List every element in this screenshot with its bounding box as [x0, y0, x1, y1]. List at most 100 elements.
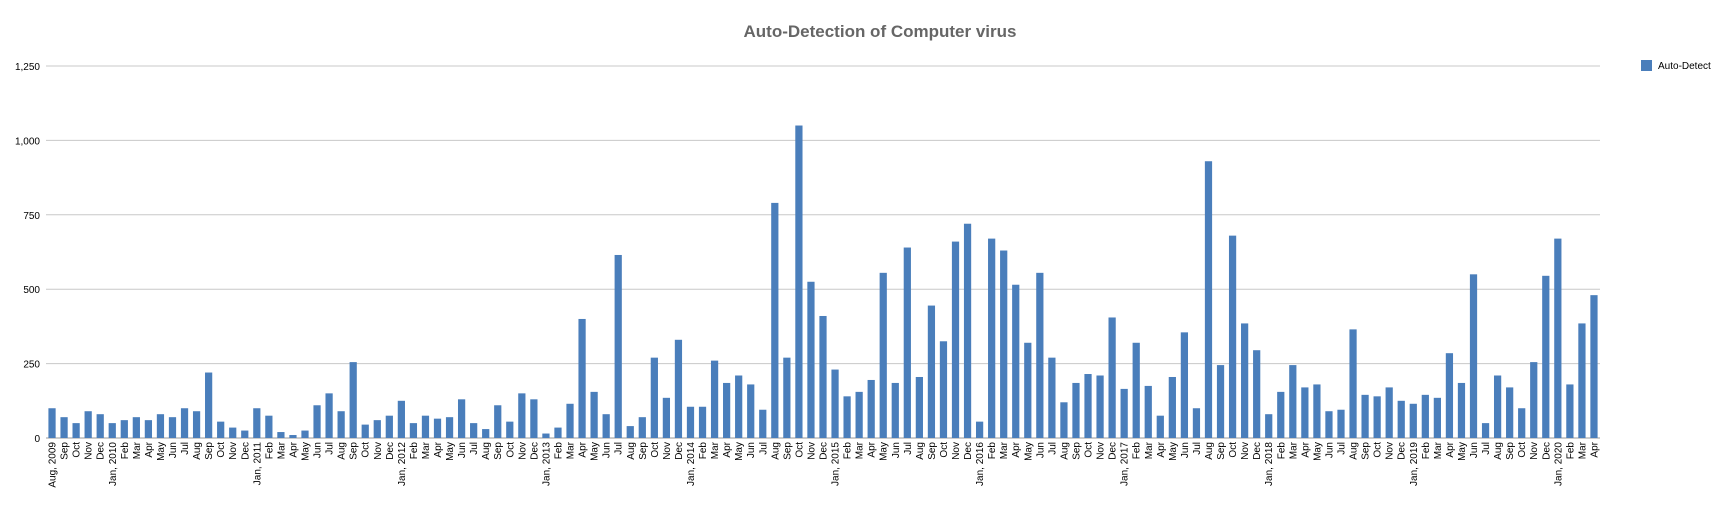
bar — [1578, 323, 1586, 438]
bar — [96, 414, 104, 438]
x-tick-label: Jul — [325, 442, 336, 455]
bar — [168, 417, 177, 438]
bar — [385, 415, 393, 438]
bar — [1566, 384, 1574, 438]
x-tick-label: Sep — [1505, 442, 1516, 460]
x-tick-label: Jan, 2010 — [108, 442, 119, 486]
bar — [120, 420, 128, 438]
bar — [723, 382, 731, 438]
x-tick-label: Jul — [469, 442, 480, 455]
bar — [494, 405, 502, 438]
x-tick-label: Aug — [1493, 442, 1504, 460]
x-tick-label: Sep — [782, 442, 793, 460]
x-tick-label: Mar — [1144, 441, 1155, 459]
x-tick-label: Jan, 2018 — [1264, 442, 1275, 486]
x-tick-label: Dec — [96, 442, 107, 460]
bar — [229, 427, 237, 438]
x-tick-label: May — [1312, 442, 1323, 461]
bar — [241, 430, 249, 438]
x-tick-label: Nov — [517, 442, 528, 460]
x-tick-label: Sep — [1361, 442, 1372, 460]
bar — [1048, 357, 1056, 438]
x-tick-label: Jan, 2014 — [686, 442, 697, 486]
bar — [542, 433, 550, 438]
bar — [1096, 375, 1104, 438]
bar — [1265, 414, 1273, 438]
bar — [1590, 295, 1598, 438]
bar — [482, 429, 490, 438]
x-tick-label: Jun — [1035, 442, 1046, 458]
bar — [1024, 342, 1032, 438]
bar — [1289, 365, 1297, 438]
bar — [1337, 409, 1345, 438]
bar — [1421, 394, 1429, 438]
x-tick-label: Aug — [626, 442, 637, 460]
x-tick-label: Aug, 2009 — [48, 442, 59, 488]
bar — [180, 408, 189, 438]
x-tick-label: Feb — [409, 442, 420, 460]
bar — [361, 424, 369, 438]
x-tick-label: Aug — [1204, 442, 1215, 460]
x-tick-label: Jul — [614, 442, 625, 455]
x-tick-label: Jun — [1324, 442, 1335, 458]
bar — [578, 318, 586, 438]
x-tick-label: Sep — [60, 442, 71, 460]
bar — [963, 223, 972, 438]
bar — [867, 379, 875, 438]
bar — [1072, 382, 1080, 438]
x-tick-label: Aug — [1059, 442, 1070, 460]
x-tick-label: Apr — [722, 441, 733, 457]
x-tick-label: Oct — [939, 442, 950, 458]
bar — [819, 315, 827, 438]
bar — [1277, 391, 1285, 438]
x-tick-label: Apr — [867, 441, 878, 457]
bar — [506, 421, 514, 438]
bar — [265, 415, 273, 438]
x-tick-label: Nov — [1385, 442, 1396, 460]
x-tick-label: Nov — [662, 442, 673, 460]
bar — [1000, 250, 1008, 438]
bar — [48, 408, 56, 438]
bar — [301, 430, 309, 438]
x-tick-label: Feb — [553, 442, 564, 460]
x-tick-label: Dec — [1252, 442, 1263, 460]
bar — [1168, 376, 1176, 438]
bar — [470, 423, 478, 438]
bar — [735, 375, 743, 438]
bar — [289, 435, 297, 438]
x-tick-label: Oct — [505, 442, 516, 458]
bar — [108, 423, 116, 438]
x-tick-label: Dec — [1108, 442, 1119, 460]
x-tick-label: Apr — [433, 441, 444, 457]
bar — [831, 369, 839, 438]
x-tick-label: Apr — [1589, 441, 1600, 457]
bar — [1518, 408, 1526, 438]
bar — [132, 417, 140, 438]
x-tick-label: Nov — [373, 442, 384, 460]
x-tick-label: May — [156, 442, 167, 461]
bar — [614, 254, 622, 438]
bar — [1373, 396, 1381, 438]
bar — [1084, 374, 1092, 438]
x-tick-label: Aug — [192, 442, 203, 460]
bar — [409, 423, 418, 438]
x-tick-label: Nov — [1529, 442, 1540, 460]
legend-label: Auto-Detect — [1658, 61, 1711, 72]
x-axis-ticks: Aug, 2009 Sep Oct Nov Dec Jan, 2010 Feb Mar Apr M… — [48, 441, 1601, 487]
bar — [1445, 353, 1454, 438]
x-tick-label: Feb — [698, 442, 709, 460]
x-tick-label: Nov — [806, 442, 817, 460]
bar — [988, 238, 996, 438]
x-tick-label: May — [1023, 442, 1034, 461]
x-tick-label: Oct — [1228, 442, 1239, 458]
x-tick-label: Jan, 2019 — [1409, 442, 1420, 486]
bar — [795, 125, 803, 439]
x-tick-label: Dec — [963, 442, 974, 460]
x-tick-label: Apr — [1300, 441, 1311, 457]
bar — [84, 411, 92, 438]
x-tick-label: Mar — [276, 441, 287, 459]
bar — [843, 396, 851, 438]
x-tick-label: Mar — [1288, 441, 1299, 459]
x-tick-label: Mar — [132, 441, 143, 459]
bar — [759, 409, 767, 438]
